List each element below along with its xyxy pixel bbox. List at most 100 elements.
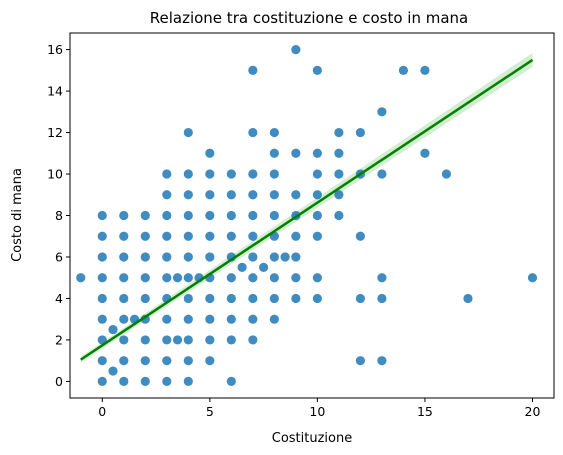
scatter-point-117 (312, 65, 322, 75)
y-tick-label-6: 12 (47, 125, 63, 140)
scatter-point-50 (183, 335, 193, 345)
scatter-point-43 (162, 252, 172, 262)
scatter-point-122 (334, 127, 344, 138)
scatter-point-53 (183, 273, 193, 283)
y-tick-label-3: 6 (55, 249, 63, 264)
scatter-point-88 (248, 190, 258, 200)
scatter-point-9 (280, 252, 290, 262)
scatter-point-60 (205, 356, 215, 366)
scatter-point-24 (119, 273, 129, 283)
scatter-point-37 (162, 376, 172, 387)
scatter-point-58 (183, 169, 193, 179)
scatter-point-131 (377, 169, 387, 179)
scatter-point-118 (334, 210, 344, 221)
scatter-point-36 (140, 210, 150, 221)
scatter-point-5 (172, 335, 183, 345)
scatter-point-71 (226, 376, 236, 387)
scatter-point-25 (119, 252, 129, 262)
y-axis-label: Costo di mana (10, 168, 25, 262)
scatter-point-8 (259, 262, 269, 272)
scatter-point-124 (355, 293, 365, 304)
y-tick-label-8: 16 (47, 42, 63, 57)
y-tick-label-5: 10 (47, 167, 63, 182)
scatter-point-77 (226, 231, 236, 241)
scatter-point-104 (291, 252, 301, 262)
scatter-point-72 (226, 335, 236, 345)
scatter-point-52 (183, 293, 193, 304)
scatter-point-82 (248, 314, 258, 324)
scatter-point-55 (183, 231, 193, 241)
scatter-point-95 (269, 252, 279, 262)
scatter-point-12 (97, 335, 107, 345)
scatter-point-10 (97, 376, 107, 387)
scatter-point-62 (205, 314, 215, 324)
scatter-point-137 (463, 293, 473, 304)
scatter-point-35 (140, 231, 150, 241)
scatter-point-119 (334, 190, 344, 200)
scatter-point-79 (226, 190, 236, 200)
points-layer (76, 44, 538, 387)
scatter-point-1 (108, 366, 118, 376)
scatter-point-101 (269, 127, 279, 138)
chart-title: Relazione tra costituzione e costo in ma… (150, 9, 468, 27)
scatter-point-133 (398, 65, 409, 75)
x-axis-label: Costituzione (272, 431, 352, 446)
scatter-point-130 (377, 273, 387, 283)
scatter-point-115 (312, 169, 322, 179)
scatter-point-2 (108, 324, 118, 335)
scatter-point-45 (162, 210, 172, 221)
scatter-point-86 (248, 231, 258, 241)
scatter-point-65 (205, 252, 215, 262)
scatter-point-61 (205, 335, 215, 345)
scatter-point-92 (269, 314, 279, 324)
scatter-point-29 (140, 356, 150, 366)
scatter-point-67 (205, 210, 215, 221)
scatter-point-66 (205, 231, 215, 241)
scatter-point-57 (183, 190, 193, 200)
scatter-point-34 (140, 252, 150, 262)
x-tick-label-1: 5 (206, 404, 214, 419)
y-tick-label-7: 14 (47, 84, 63, 99)
scatter-point-14 (97, 293, 107, 304)
scatter-point-7 (237, 262, 247, 272)
scatter-point-87 (248, 210, 258, 221)
scatter-point-19 (119, 376, 129, 387)
scatter-point-93 (269, 293, 279, 304)
scatter-point-138 (527, 273, 538, 283)
scatter-point-99 (269, 169, 279, 179)
scatter-point-127 (355, 127, 365, 138)
scatter-point-90 (248, 127, 258, 138)
scatter-point-56 (183, 210, 193, 221)
scatter-point-49 (183, 356, 193, 366)
scatter-point-39 (162, 335, 172, 345)
y-axis: 0 2 4 6 8 10 12 14 16 (47, 42, 70, 389)
scatter-point-112 (312, 231, 322, 241)
scatter-point-18 (97, 210, 107, 221)
scatter-point-135 (420, 65, 430, 75)
scatter-point-114 (312, 190, 322, 200)
scatter-point-85 (248, 252, 258, 262)
x-tick-label-3: 15 (417, 404, 433, 419)
scatter-point-4 (172, 273, 183, 283)
scatter-point-75 (226, 273, 236, 283)
scatter-point-97 (269, 210, 279, 221)
scatter-point-0 (76, 273, 86, 283)
x-tick-label-0: 0 (98, 404, 106, 419)
scatter-point-103 (291, 273, 301, 283)
x-axis: 0 5 10 15 20 (98, 398, 540, 419)
scatter-point-13 (97, 314, 107, 324)
scatter-point-123 (355, 356, 365, 366)
scatter-point-111 (312, 273, 322, 283)
scatter-point-32 (140, 293, 150, 304)
scatter-point-51 (183, 314, 193, 324)
scatter-point-70 (205, 148, 215, 158)
scatter-point-136 (441, 169, 452, 179)
x-tick-label-4: 20 (525, 404, 541, 419)
scatter-point-109 (291, 44, 301, 55)
y-tick-label-1: 2 (55, 332, 63, 347)
regression-line (80, 58, 534, 361)
scatter-point-100 (269, 148, 279, 158)
scatter-point-20 (119, 356, 129, 366)
scatter-point-17 (97, 231, 107, 241)
